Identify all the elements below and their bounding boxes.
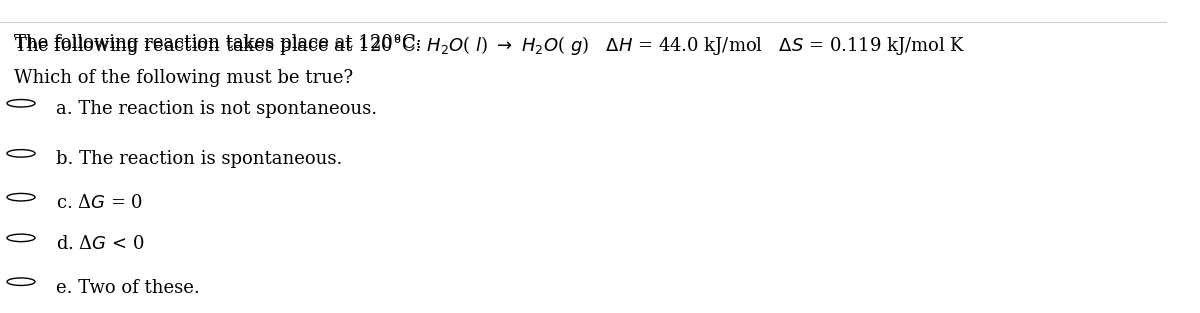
- Text: d. Δ$G$ < 0: d. Δ$G$ < 0: [56, 235, 145, 253]
- Text: The following reaction takes place at 120°C:: The following reaction takes place at 12…: [14, 34, 427, 53]
- Text: Which of the following must be true?: Which of the following must be true?: [14, 69, 353, 87]
- Text: c. Δ$G$ = 0: c. Δ$G$ = 0: [56, 194, 143, 212]
- Text: e. Two of these.: e. Two of these.: [56, 279, 199, 297]
- Text: b. The reaction is spontaneous.: b. The reaction is spontaneous.: [56, 150, 342, 168]
- Text: a. The reaction is not spontaneous.: a. The reaction is not spontaneous.: [56, 100, 377, 118]
- Text: The following reaction takes place at 120°C: $H_2O$( $l$) $\rightarrow$ $H_2O$( : The following reaction takes place at 12…: [14, 34, 966, 57]
